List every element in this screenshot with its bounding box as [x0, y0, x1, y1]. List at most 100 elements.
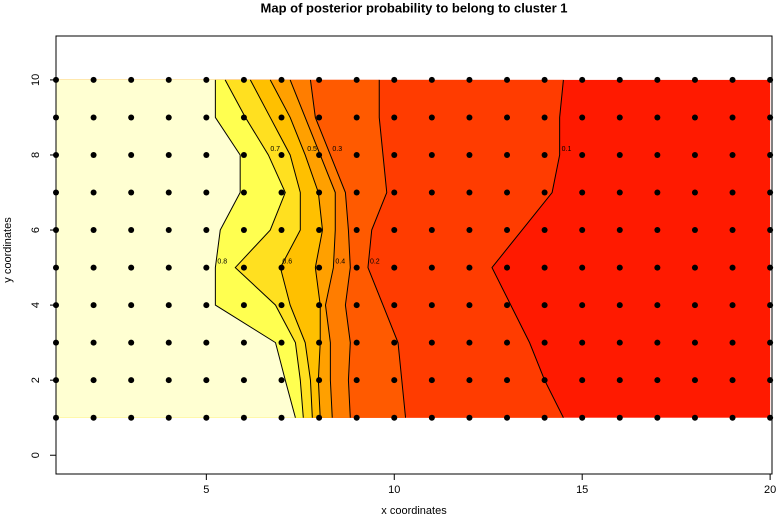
point [654, 264, 661, 271]
point [278, 76, 285, 83]
point [504, 302, 511, 309]
point [278, 414, 285, 421]
y-axis-label: y coordinates [2, 217, 14, 283]
point [90, 151, 97, 158]
x-tick-label: 20 [764, 484, 776, 496]
point [428, 227, 435, 234]
point [729, 76, 736, 83]
point [616, 264, 623, 271]
point [203, 339, 210, 346]
chart-title: Map of posterior probability to belong t… [261, 0, 568, 15]
point [729, 339, 736, 346]
point [278, 189, 285, 196]
point [278, 264, 285, 271]
point [128, 227, 135, 234]
point [391, 377, 398, 384]
x-tick-label: 15 [576, 484, 588, 496]
point [504, 339, 511, 346]
point [541, 76, 548, 83]
point [541, 264, 548, 271]
point [240, 414, 247, 421]
y-tick-label: 0 [30, 452, 42, 458]
contour-line [491, 79, 564, 418]
point [391, 114, 398, 121]
point [391, 151, 398, 158]
point [165, 151, 172, 158]
point [654, 414, 661, 421]
point [654, 151, 661, 158]
point [504, 189, 511, 196]
point [90, 377, 97, 384]
point [128, 76, 135, 83]
point [278, 302, 285, 309]
point [90, 264, 97, 271]
point [616, 302, 623, 309]
point [278, 227, 285, 234]
point [240, 264, 247, 271]
point [316, 264, 323, 271]
x-axis-label: x coordinates [381, 505, 447, 517]
point [579, 414, 586, 421]
point [316, 76, 323, 83]
contour-line [289, 79, 336, 418]
point [278, 339, 285, 346]
point [316, 189, 323, 196]
point [466, 377, 473, 384]
point [353, 189, 360, 196]
point [165, 377, 172, 384]
point [165, 76, 172, 83]
point [541, 151, 548, 158]
x-tick-label: 10 [388, 484, 400, 496]
point [579, 189, 586, 196]
point [203, 151, 210, 158]
point [165, 114, 172, 121]
point [203, 414, 210, 421]
point [428, 302, 435, 309]
point [240, 76, 247, 83]
point [504, 377, 511, 384]
plot-frame [55, 35, 773, 475]
point [165, 302, 172, 309]
point [729, 302, 736, 309]
point [90, 76, 97, 83]
point [579, 339, 586, 346]
point [504, 76, 511, 83]
point [654, 227, 661, 234]
point [240, 377, 247, 384]
point [579, 227, 586, 234]
point [165, 264, 172, 271]
point [691, 114, 698, 121]
point [616, 339, 623, 346]
point [541, 189, 548, 196]
point [316, 151, 323, 158]
point [128, 264, 135, 271]
point [353, 151, 360, 158]
contour-label: 0.8 [217, 258, 227, 265]
point [128, 189, 135, 196]
point [128, 114, 135, 121]
point [240, 339, 247, 346]
y-tick-label: 8 [30, 152, 42, 158]
point [541, 302, 548, 309]
point [316, 227, 323, 234]
point [428, 377, 435, 384]
point [616, 377, 623, 384]
point [504, 114, 511, 121]
point [579, 114, 586, 121]
point [316, 339, 323, 346]
point [691, 264, 698, 271]
point [128, 339, 135, 346]
point [654, 302, 661, 309]
point [504, 151, 511, 158]
point [466, 414, 473, 421]
point [466, 302, 473, 309]
point [391, 302, 398, 309]
contour-line [309, 79, 351, 418]
point [203, 227, 210, 234]
point [316, 302, 323, 309]
point [616, 227, 623, 234]
point [90, 227, 97, 234]
contour-lines: 0.1 0.2 0.3 0.4 0.5 0.6 0.7 0.8 [214, 79, 571, 418]
point [466, 189, 473, 196]
point [165, 414, 172, 421]
